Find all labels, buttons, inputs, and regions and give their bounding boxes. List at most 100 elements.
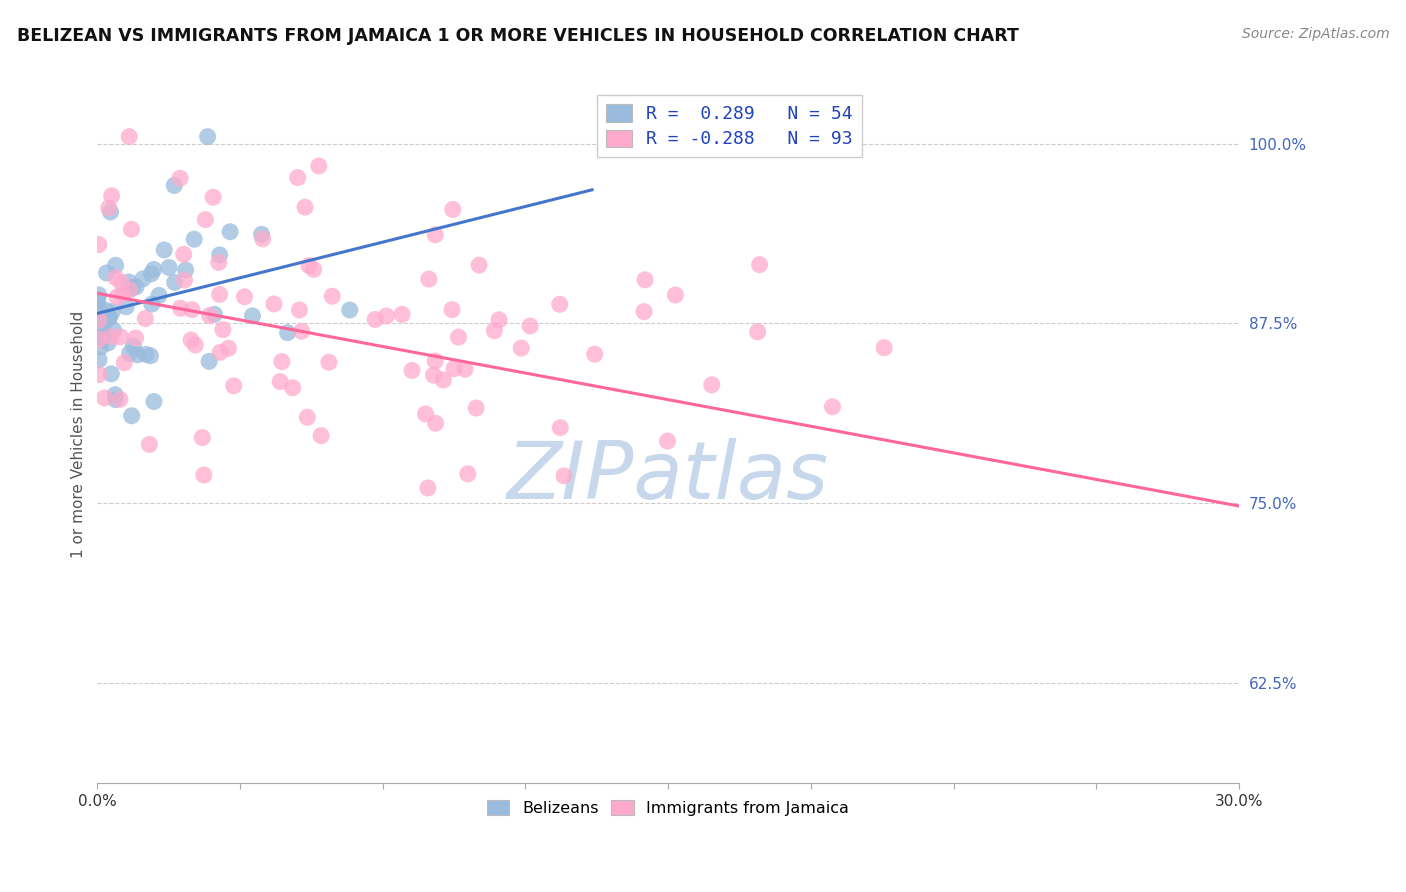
Point: [163, 276, 186, 290]
Point: [100, 329, 122, 343]
Point: [134, 311, 156, 326]
Point: [634, 273, 657, 287]
Point: [425, 227, 447, 242]
Point: [447, 330, 470, 344]
Point: [209, 345, 232, 359]
Point: [141, 297, 163, 311]
Point: [281, 381, 304, 395]
Point: [488, 313, 510, 327]
Point: [143, 394, 166, 409]
Point: [90, 331, 112, 345]
Point: [297, 410, 319, 425]
Point: [118, 346, 141, 360]
Point: [169, 301, 191, 316]
Point: [198, 309, 221, 323]
Point: [122, 339, 145, 353]
Point: [287, 170, 309, 185]
Point: [100, 367, 122, 381]
Point: [96, 266, 118, 280]
Point: [87, 332, 110, 346]
Point: [242, 309, 264, 323]
Point: [202, 307, 225, 321]
Point: [104, 392, 127, 407]
Point: [124, 331, 146, 345]
Point: [252, 232, 274, 246]
Point: [191, 431, 214, 445]
Point: [364, 312, 387, 326]
Point: [219, 225, 242, 239]
Point: [197, 129, 219, 144]
Point: [97, 201, 120, 215]
Point: [120, 281, 142, 295]
Point: [98, 310, 121, 325]
Point: [657, 434, 679, 449]
Point: [142, 262, 165, 277]
Point: [440, 302, 463, 317]
Point: [318, 355, 340, 369]
Point: [415, 407, 437, 421]
Point: [548, 297, 571, 311]
Point: [748, 258, 770, 272]
Point: [127, 348, 149, 362]
Point: [222, 378, 245, 392]
Point: [181, 302, 204, 317]
Point: [87, 313, 110, 327]
Point: [93, 391, 115, 405]
Point: [163, 178, 186, 193]
Point: [121, 409, 143, 423]
Point: [153, 243, 176, 257]
Point: [291, 324, 314, 338]
Text: BELIZEAN VS IMMIGRANTS FROM JAMAICA 1 OR MORE VEHICLES IN HOUSEHOLD CORRELATION : BELIZEAN VS IMMIGRANTS FROM JAMAICA 1 OR…: [17, 27, 1019, 45]
Text: ZIPatlas: ZIPatlas: [508, 438, 830, 516]
Point: [208, 287, 231, 301]
Point: [101, 304, 124, 318]
Point: [141, 267, 163, 281]
Point: [202, 190, 225, 204]
Point: [135, 347, 157, 361]
Point: [277, 326, 299, 340]
Point: [519, 318, 541, 333]
Point: [87, 368, 110, 382]
Point: [302, 262, 325, 277]
Point: [120, 222, 142, 236]
Point: [270, 354, 292, 368]
Point: [139, 349, 162, 363]
Point: [441, 202, 464, 217]
Point: [416, 481, 439, 495]
Point: [700, 377, 723, 392]
Point: [233, 290, 256, 304]
Point: [465, 401, 488, 415]
Point: [747, 325, 769, 339]
Point: [454, 362, 477, 376]
Point: [97, 335, 120, 350]
Point: [104, 387, 127, 401]
Point: [457, 467, 479, 481]
Point: [184, 338, 207, 352]
Point: [208, 248, 231, 262]
Point: [87, 237, 110, 252]
Point: [183, 232, 205, 246]
Point: [110, 330, 132, 344]
Point: [157, 260, 180, 275]
Point: [174, 263, 197, 277]
Point: [87, 307, 110, 321]
Text: Source: ZipAtlas.com: Source: ZipAtlas.com: [1241, 27, 1389, 41]
Point: [873, 341, 896, 355]
Point: [118, 129, 141, 144]
Point: [87, 288, 110, 302]
Point: [193, 468, 215, 483]
Point: [425, 417, 447, 431]
Point: [218, 341, 240, 355]
Point: [250, 227, 273, 242]
Point: [173, 247, 195, 261]
Point: [633, 304, 655, 318]
Point: [180, 333, 202, 347]
Point: [118, 275, 141, 289]
Point: [125, 280, 148, 294]
Point: [553, 468, 575, 483]
Point: [309, 428, 332, 442]
Point: [583, 347, 606, 361]
Y-axis label: 1 or more Vehicles in Household: 1 or more Vehicles in Household: [72, 311, 86, 558]
Point: [263, 297, 285, 311]
Point: [269, 375, 291, 389]
